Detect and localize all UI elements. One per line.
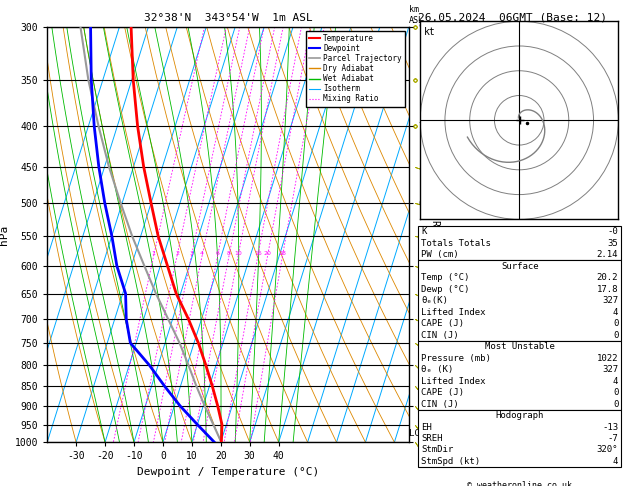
Text: 4: 4 bbox=[613, 377, 618, 385]
Text: -13: -13 bbox=[602, 422, 618, 432]
Text: 0: 0 bbox=[613, 330, 618, 340]
Legend: Temperature, Dewpoint, Parcel Trajectory, Dry Adiabat, Wet Adiabat, Isotherm, Mi: Temperature, Dewpoint, Parcel Trajectory… bbox=[306, 31, 405, 106]
Text: Dewp (°C): Dewp (°C) bbox=[421, 285, 470, 294]
Text: θₑ (K): θₑ (K) bbox=[421, 365, 454, 374]
Y-axis label: Mixing Ratio (g/kg): Mixing Ratio (g/kg) bbox=[430, 179, 440, 290]
Text: -7: -7 bbox=[608, 434, 618, 443]
Text: © weatheronline.co.uk: © weatheronline.co.uk bbox=[467, 481, 572, 486]
Text: 4: 4 bbox=[200, 251, 204, 256]
Text: Hodograph: Hodograph bbox=[496, 411, 544, 420]
Text: 2: 2 bbox=[175, 251, 179, 256]
Text: 0: 0 bbox=[613, 399, 618, 409]
Text: StmSpd (kt): StmSpd (kt) bbox=[421, 457, 481, 466]
Text: CIN (J): CIN (J) bbox=[421, 399, 459, 409]
Text: K: K bbox=[421, 227, 427, 236]
Text: 17.8: 17.8 bbox=[597, 285, 618, 294]
Text: Lifted Index: Lifted Index bbox=[421, 308, 486, 317]
Text: 3: 3 bbox=[189, 251, 194, 256]
Text: 20: 20 bbox=[264, 251, 272, 256]
Text: CAPE (J): CAPE (J) bbox=[421, 319, 464, 328]
Text: km
ASL: km ASL bbox=[409, 5, 424, 25]
Text: 10: 10 bbox=[234, 251, 242, 256]
Text: CAPE (J): CAPE (J) bbox=[421, 388, 464, 397]
Text: 327: 327 bbox=[602, 296, 618, 305]
Text: Lifted Index: Lifted Index bbox=[421, 377, 486, 385]
Text: Pressure (mb): Pressure (mb) bbox=[421, 354, 491, 363]
Text: Surface: Surface bbox=[501, 261, 538, 271]
Text: kt: kt bbox=[424, 27, 436, 37]
Text: Temp (°C): Temp (°C) bbox=[421, 273, 470, 282]
Text: -0: -0 bbox=[608, 227, 618, 236]
Title: 32°38'N  343°54'W  1m ASL: 32°38'N 343°54'W 1m ASL bbox=[143, 13, 313, 23]
Y-axis label: hPa: hPa bbox=[0, 225, 9, 244]
Text: 16: 16 bbox=[254, 251, 262, 256]
Text: 0: 0 bbox=[613, 319, 618, 328]
Text: 2.14: 2.14 bbox=[597, 250, 618, 259]
Text: 0: 0 bbox=[613, 388, 618, 397]
Text: PW (cm): PW (cm) bbox=[421, 250, 459, 259]
Text: 8: 8 bbox=[227, 251, 231, 256]
Text: Most Unstable: Most Unstable bbox=[485, 342, 555, 351]
Text: SREH: SREH bbox=[421, 434, 443, 443]
Text: StmDir: StmDir bbox=[421, 446, 454, 454]
Text: 20.2: 20.2 bbox=[597, 273, 618, 282]
Text: 1022: 1022 bbox=[597, 354, 618, 363]
Text: θₑ(K): θₑ(K) bbox=[421, 296, 448, 305]
Text: 28: 28 bbox=[279, 251, 286, 256]
Text: 320°: 320° bbox=[597, 446, 618, 454]
Text: CIN (J): CIN (J) bbox=[421, 330, 459, 340]
Text: 327: 327 bbox=[602, 365, 618, 374]
Text: 1: 1 bbox=[152, 251, 155, 256]
Text: 6: 6 bbox=[216, 251, 220, 256]
Text: LCL: LCL bbox=[409, 429, 425, 438]
Text: 4: 4 bbox=[613, 308, 618, 317]
Text: 35: 35 bbox=[608, 239, 618, 248]
Text: 4: 4 bbox=[613, 457, 618, 466]
Text: Totals Totals: Totals Totals bbox=[421, 239, 491, 248]
Text: 26.05.2024  06GMT (Base: 12): 26.05.2024 06GMT (Base: 12) bbox=[418, 12, 607, 22]
Text: EH: EH bbox=[421, 422, 432, 432]
X-axis label: Dewpoint / Temperature (°C): Dewpoint / Temperature (°C) bbox=[137, 467, 319, 477]
